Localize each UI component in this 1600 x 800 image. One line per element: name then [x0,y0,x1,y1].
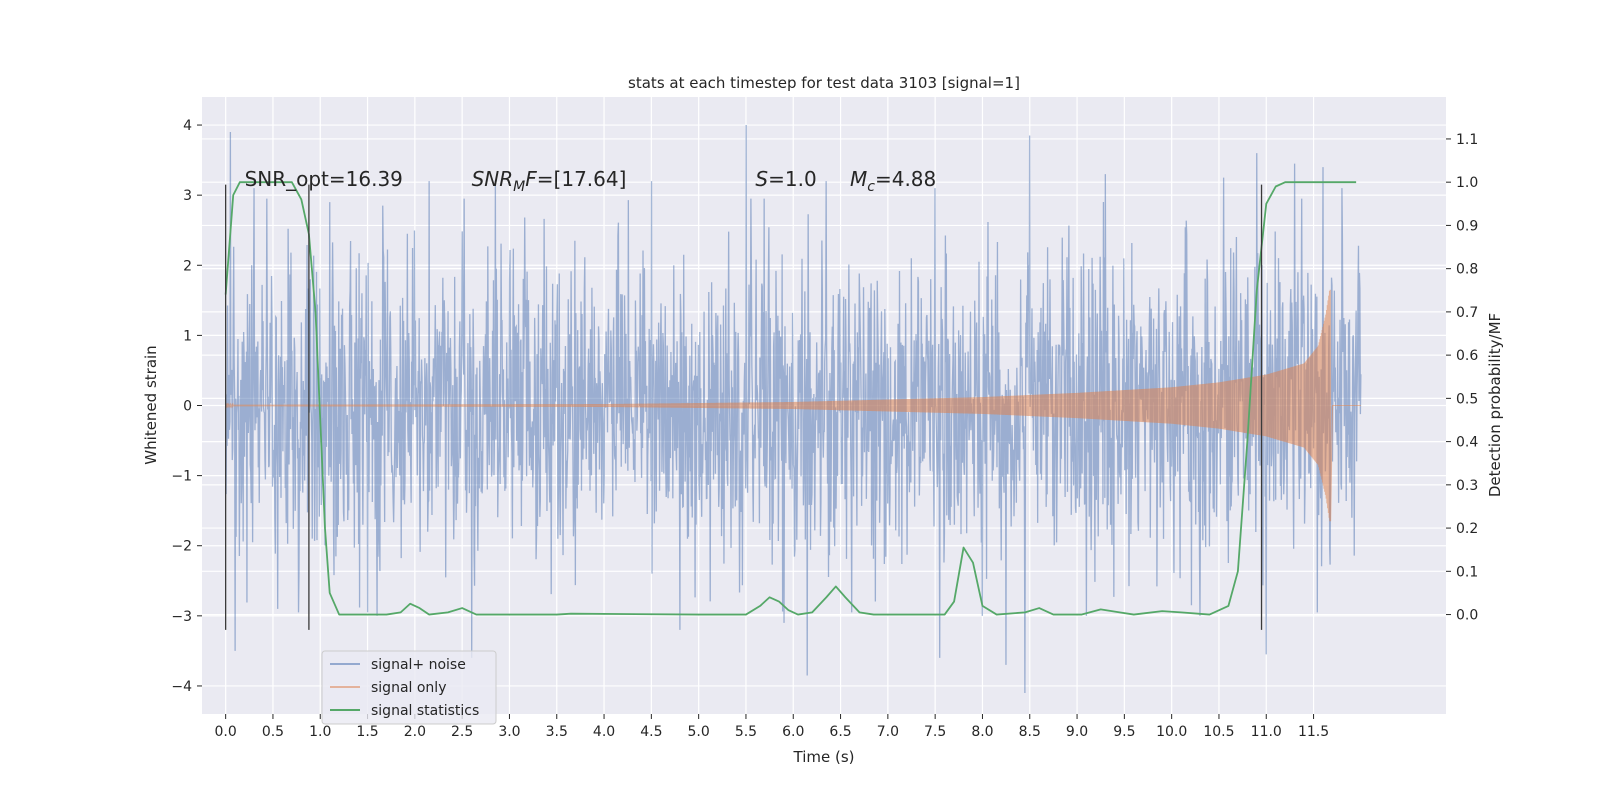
y2-tick-label: 0.4 [1456,435,1478,451]
y-tick-label: −3 [171,609,192,625]
x-tick-label: 2.0 [404,724,426,740]
y2-tick-label: 0.2 [1456,521,1478,537]
y-tick-label: 4 [183,118,192,134]
y2-axis-label: Detection probability/MF [1486,313,1504,497]
x-tick-label: 11.0 [1251,724,1282,740]
x-tick-label: 7.5 [924,724,946,740]
x-tick-label: 7.0 [877,724,899,740]
legend: signal+ noise signal only signal statist… [321,650,497,725]
x-tick-label: 5.5 [735,724,757,740]
y-tick-label: 1 [183,328,192,344]
series-signal-only [225,289,1361,522]
y2-tick-label: 0.3 [1456,478,1478,494]
vertical-lines [225,184,1263,630]
x-tick-label: 0.0 [215,724,237,740]
legend-label-signal-only: signal only [371,680,446,696]
x-tick-label: 5.0 [688,724,710,740]
x-tick-label: 8.5 [1019,724,1041,740]
series-signal-statistics [224,181,1357,616]
legend-label-signal-noise: signal+ noise [371,657,466,673]
legend-label-signal-statistics: signal statistics [371,703,479,719]
x-tick-label: 6.0 [782,724,804,740]
y2-tick-label: 1.0 [1456,175,1478,191]
x-tick-label: 3.0 [498,724,520,740]
y2-tick-label: 0.9 [1456,218,1478,234]
y2-tick-label: 0.6 [1456,348,1478,364]
y-tick-label: −2 [171,539,192,555]
x-tick-label: 8.0 [971,724,993,740]
x-tick-label: 9.0 [1066,724,1088,740]
x-tick-label: 9.5 [1113,724,1135,740]
x-tick-label: 3.5 [546,724,568,740]
legend-box [321,650,497,725]
x-axis-label: Time (s) [793,748,855,766]
y-tick-label: 3 [183,188,192,204]
x-tick-label: 1.5 [356,724,378,740]
x-tick-label: 2.5 [451,724,473,740]
y2-tick-label: 1.1 [1456,132,1478,148]
y-tick-label: 0 [183,399,192,415]
x-tick-label: 10.0 [1156,724,1187,740]
y-tick-label: −1 [171,469,192,485]
x-tick-label: 11.5 [1298,724,1329,740]
annotation-text: SNRMF=[17.64] [472,167,627,195]
y2-tick-label: 0.8 [1456,262,1478,278]
series-signal-plus-noise [225,125,1362,693]
annotation-text: Mc=4.88 [850,167,936,195]
x-tick-label: 1.0 [309,724,331,740]
annotations: SNR_opt=16.39 SNRMF=[17.64] S=1.0 Mc=4.88 [245,167,937,195]
y-tick-label: 2 [183,258,192,274]
y2-tick-label: 0.0 [1456,608,1478,624]
y2-tick-label: 0.1 [1456,564,1478,580]
annotation-text: S=1.0 [755,167,816,191]
y2-tick-label: 0.5 [1456,391,1478,407]
axes: 0.0 0.5 1.0 1.5 2.0 2.5 3.0 3.5 4.0 4.5 5.0 5.5 6.0 6… [171,118,1478,740]
x-tick-label: 6.5 [829,724,851,740]
x-tick-label: 0.5 [262,724,284,740]
x-tick-label: 4.0 [593,724,615,740]
x-tick-label: 10.5 [1203,724,1234,740]
series-layer [224,125,1362,693]
y-tick-label: −4 [171,679,192,695]
annotation-text: SNR_opt=16.39 [245,167,403,191]
x-tick-label: 4.5 [640,724,662,740]
y2-tick-label: 0.7 [1456,305,1478,321]
chart-title: stats at each timestep for test data 310… [628,74,1020,92]
y-axis-label: Whitened strain [142,345,160,464]
